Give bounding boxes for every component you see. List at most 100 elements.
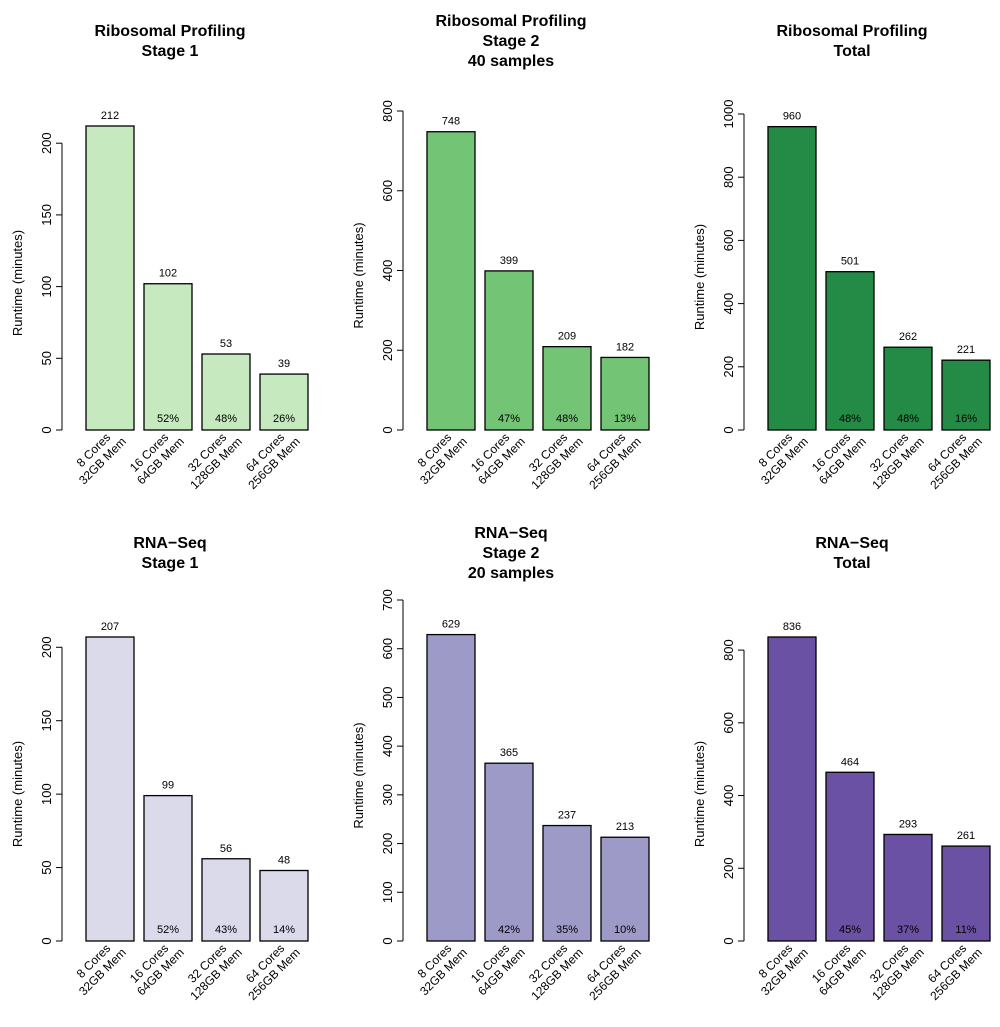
y-tick-label: 0 (39, 937, 54, 944)
y-tick-label: 100 (380, 881, 395, 903)
bar (883, 346, 933, 431)
y-tick-label: 0 (39, 426, 54, 433)
bar (542, 824, 592, 942)
bar (941, 845, 991, 942)
bar-percent-label: 37% (897, 924, 919, 936)
bar-percent-label: 16% (955, 413, 977, 425)
bar-percent-label: 43% (215, 924, 237, 936)
y-tick-label: 400 (721, 293, 736, 315)
bar-percent-label: 35% (556, 924, 578, 936)
chart-title-line: Stage 1 (142, 43, 199, 60)
chart-title-line: Stage 1 (142, 555, 199, 572)
y-tick-label: 0 (380, 426, 395, 433)
bar (85, 636, 135, 942)
y-axis-label: Runtime (minutes) (351, 722, 366, 828)
y-tick-label: 600 (721, 230, 736, 252)
bar-value-label: 836 (783, 621, 801, 633)
bar (201, 353, 251, 431)
bar-value-label: 56 (220, 843, 232, 855)
y-tick-label: 200 (721, 857, 736, 879)
bar-value-label: 262 (899, 331, 917, 343)
bar-value-label: 629 (442, 619, 460, 631)
bar-value-label: 102 (159, 268, 177, 280)
chart-title-line: Total (833, 555, 870, 572)
bar-value-label: 293 (899, 818, 917, 830)
bar-value-label: 99 (162, 780, 174, 792)
bar-value-label: 39 (278, 358, 290, 370)
y-tick-label: 0 (721, 937, 736, 944)
y-tick-label: 400 (721, 785, 736, 807)
chart-panel: RNA−Seq Stage 1 0 50 100 150 200 Runtime (minut… (10, 535, 309, 1003)
bar-value-label: 207 (101, 621, 119, 633)
bar-percent-label: 48% (839, 413, 861, 425)
bar (883, 833, 933, 942)
y-axis-label: Runtime (minutes) (10, 741, 25, 847)
bar-value-label: 501 (841, 256, 859, 268)
y-tick-label: 200 (380, 339, 395, 361)
y-axis-label: Runtime (minutes) (692, 741, 707, 847)
bar (941, 359, 991, 431)
y-tick-label: 800 (721, 166, 736, 188)
bar-value-label: 182 (616, 341, 634, 353)
y-tick-label: 150 (39, 204, 54, 226)
y-tick-label: 300 (380, 784, 395, 806)
bar (259, 373, 309, 431)
bar-value-label: 213 (616, 821, 634, 833)
bar (484, 270, 534, 431)
y-tick-label: 150 (39, 710, 54, 732)
bar (143, 794, 193, 942)
chart-title-line: RNA−Seq (133, 535, 206, 552)
bar (542, 346, 592, 431)
chart-panel: Ribosomal Profiling Total 0 200 400 600 800 100… (692, 23, 991, 492)
chart-title-line: Stage 2 (483, 545, 540, 562)
bar-percent-label: 52% (157, 413, 179, 425)
bar-value-label: 221 (957, 344, 975, 356)
y-tick-label: 200 (39, 132, 54, 154)
bar-percent-label: 45% (839, 924, 861, 936)
chart-title-line: 20 samples (468, 565, 554, 582)
y-tick-label: 600 (380, 180, 395, 202)
bar-value-label: 261 (957, 830, 975, 842)
bar (85, 125, 135, 431)
chart-title-line: Ribosomal Profiling (94, 23, 245, 40)
y-tick-label: 200 (380, 833, 395, 855)
bar-percent-label: 48% (897, 413, 919, 425)
chart-title-line: Ribosomal Profiling (776, 23, 927, 40)
bar-value-label: 748 (442, 116, 460, 128)
bar (767, 125, 817, 431)
bar (600, 836, 650, 942)
bar-percent-label: 47% (498, 413, 520, 425)
y-tick-label: 700 (380, 589, 395, 611)
bar (143, 283, 193, 431)
chart-panel: RNA−Seq Total 0 200 400 600 800 Runtime (minute… (692, 535, 991, 1003)
chart-panel: Ribosomal Profiling Stage 1 0 50 100 150 200 Ru… (10, 23, 309, 492)
bar (600, 356, 650, 431)
y-tick-label: 50 (39, 351, 54, 365)
bar (426, 633, 476, 942)
y-tick-label: 200 (39, 636, 54, 658)
bar (484, 762, 534, 942)
y-axis-label: Runtime (minutes) (10, 230, 25, 336)
bar-value-label: 237 (558, 810, 576, 822)
bar (201, 858, 251, 942)
bar (426, 131, 476, 431)
y-tick-label: 500 (380, 687, 395, 709)
bar-value-label: 209 (558, 331, 576, 343)
bar (825, 771, 875, 942)
